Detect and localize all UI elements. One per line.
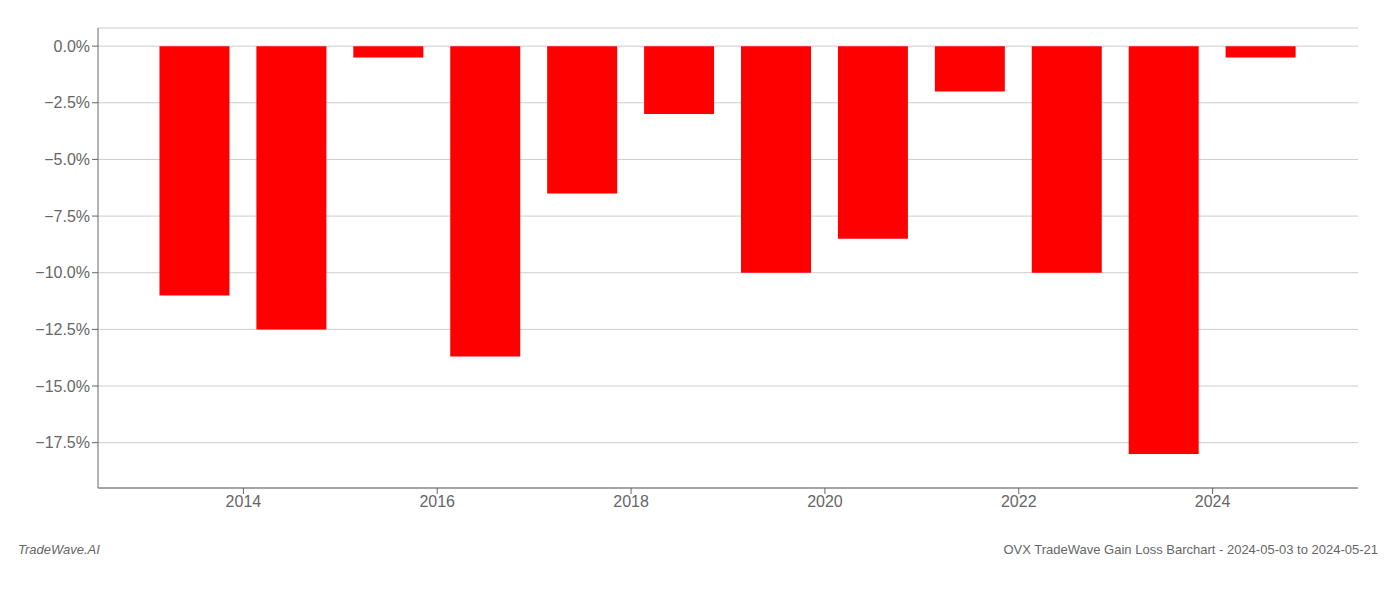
svg-text:2014: 2014 [226,493,262,510]
svg-text:2024: 2024 [1195,493,1231,510]
html-text:TradeWave.AI: TradeWave.AI [18,542,100,557]
svg-text:2018: 2018 [613,493,649,510]
svg-text:0.0%: 0.0% [54,38,90,55]
svg-text:−7.5%: −7.5% [44,208,90,225]
svg-text:2016: 2016 [419,493,455,510]
svg-text:−15.0%: −15.0% [35,378,90,395]
svg-text:−2.5%: −2.5% [44,94,90,111]
svg-text:−5.0%: −5.0% [44,151,90,168]
svg-text:−12.5%: −12.5% [35,321,90,338]
svg-text:−10.0%: −10.0% [35,264,90,281]
svg-text:2022: 2022 [1001,493,1037,510]
svg-text:2020: 2020 [807,493,843,510]
html-text:OVX TradeWave Gain Loss Barcha: OVX TradeWave Gain Loss Barchart - 2024-… [1003,542,1378,557]
svg-text:−17.5%: −17.5% [35,434,90,451]
